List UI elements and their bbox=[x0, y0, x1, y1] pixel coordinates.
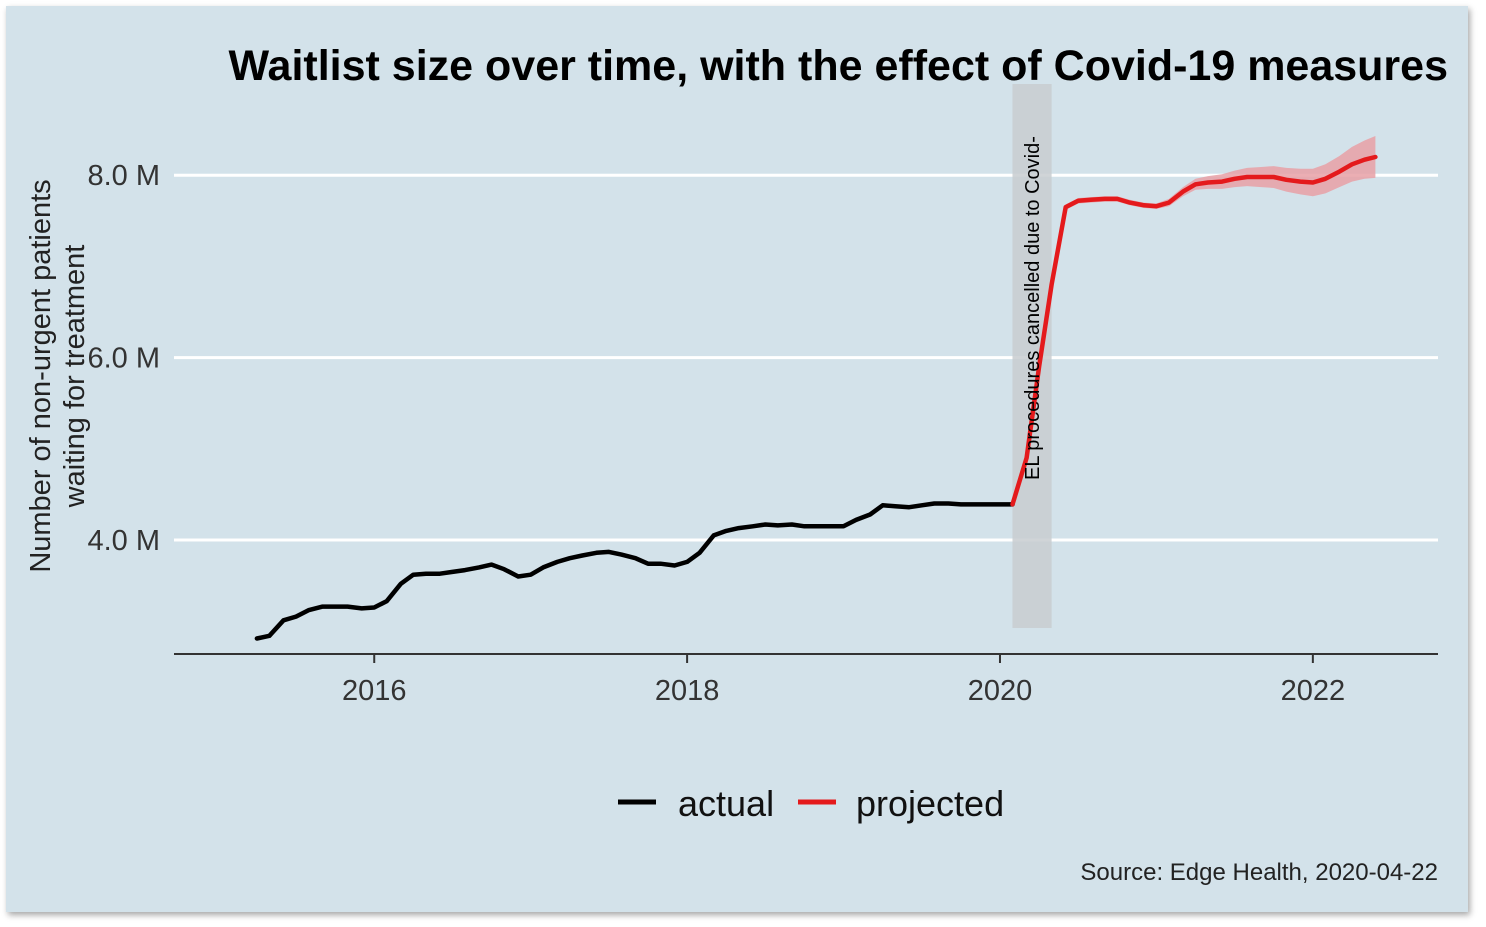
covid-shaded-band bbox=[1012, 84, 1052, 628]
chart-panel: 4.0 M 6.0 M 8.0 M 2016 2018 2020 2022 EL proc… bbox=[6, 6, 1468, 912]
y-axis-label-line-1: Number of non-urgent patients bbox=[25, 179, 57, 572]
x-axis-ticks: 2016 2018 2020 2022 bbox=[342, 654, 1345, 707]
projected-ribbon bbox=[1012, 136, 1376, 505]
grid-lines bbox=[174, 173, 1438, 542]
series-lines bbox=[254, 154, 1378, 641]
chart-canvas: 4.0 M 6.0 M 8.0 M 2016 2018 2020 2022 EL proc… bbox=[25, 42, 1448, 886]
projection-uncertainty-band bbox=[1012, 136, 1376, 505]
series-line-actual bbox=[254, 501, 1015, 641]
y-axis-label-line-2: waiting for treatment bbox=[59, 245, 91, 509]
legend-label-actual: actual bbox=[678, 783, 774, 824]
x-tick-label-1: 2018 bbox=[655, 675, 720, 707]
covid-annotation-label: EL procedures cancelled due to Covid- bbox=[1022, 136, 1044, 480]
chart-title: Waitlist size over time, with the effect… bbox=[229, 42, 1448, 90]
x-tick-label-0: 2016 bbox=[342, 675, 407, 707]
series-line-projected bbox=[1010, 154, 1378, 507]
x-tick-label-2: 2020 bbox=[968, 675, 1033, 707]
covid-shade-rect bbox=[1012, 84, 1052, 628]
legend-label-projected: projected bbox=[856, 783, 1004, 824]
y-axis-ticks: 4.0 M 6.0 M 8.0 M bbox=[87, 160, 160, 557]
y-tick-label-0: 4.0 M bbox=[87, 525, 160, 557]
x-tick-label-3: 2022 bbox=[1281, 675, 1346, 707]
series-points-actual bbox=[256, 503, 1013, 639]
legend: actual projected bbox=[618, 783, 1004, 824]
y-tick-label-1: 6.0 M bbox=[87, 343, 160, 375]
y-tick-label-2: 8.0 M bbox=[87, 160, 160, 192]
source-caption: Source: Edge Health, 2020-04-22 bbox=[1080, 859, 1438, 886]
annotation-layer: EL procedures cancelled due to Covid- bbox=[1022, 136, 1044, 480]
series-points-projected bbox=[1012, 156, 1376, 505]
